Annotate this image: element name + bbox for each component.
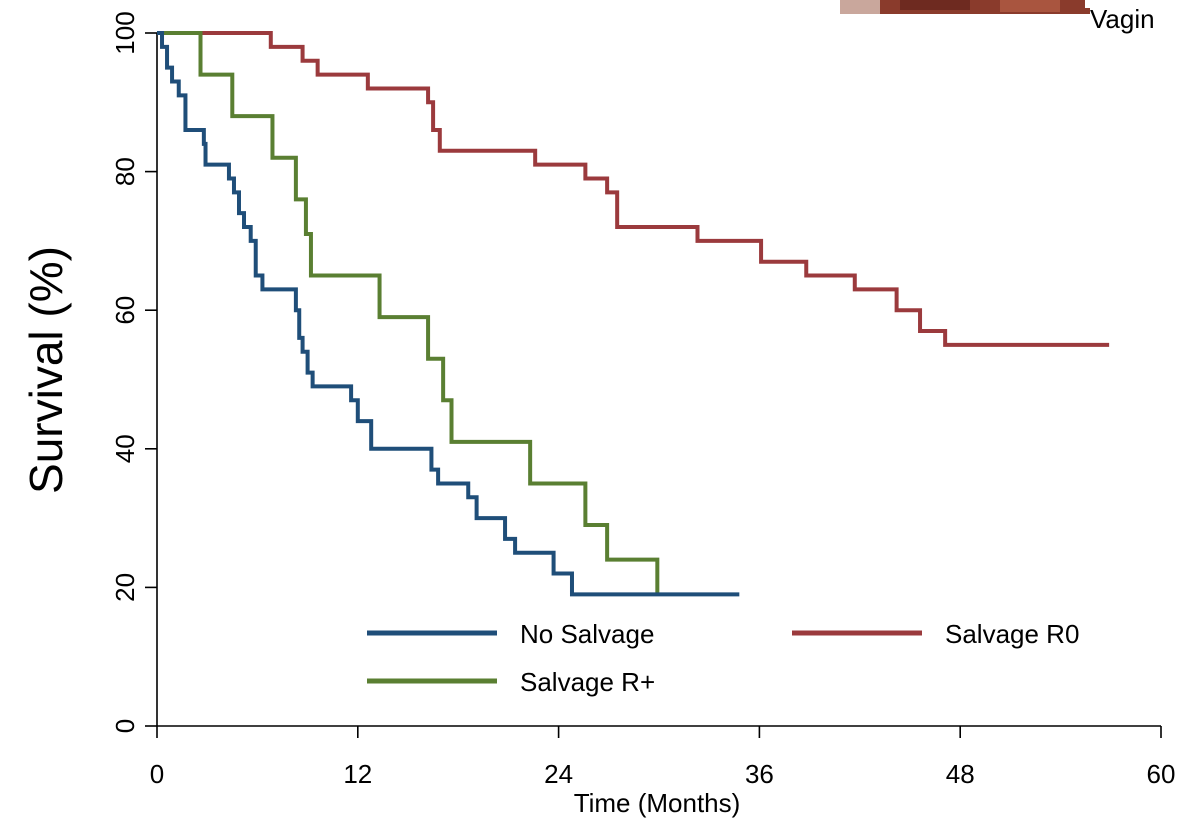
- y-tick-label: 20: [110, 573, 140, 602]
- y-tick-label: 80: [110, 157, 140, 186]
- y-tick-label: 40: [110, 434, 140, 463]
- series-line-salvage-r0: [157, 31, 1110, 347]
- legend-label-no-salvage: No Salvage: [520, 619, 654, 649]
- y-tick-label: 0: [110, 719, 140, 733]
- x-tick-label: 12: [343, 759, 372, 789]
- x-tick-label: 36: [745, 759, 774, 789]
- x-tick-label: 0: [150, 759, 164, 789]
- corner-photo-fragment: [840, 0, 1184, 14]
- legend-item-no-salvage: No Salvage: [367, 619, 654, 649]
- legend-item-salvage-r0: Salvage R0: [792, 619, 1079, 649]
- y-tick-label: 60: [110, 296, 140, 325]
- legend: No Salvage Salvage R0 Salvage R+: [367, 619, 1079, 697]
- y-tick-label: 100: [110, 11, 140, 54]
- legend-label-salvage-r0: Salvage R0: [945, 619, 1079, 649]
- x-tick-label: 60: [1147, 759, 1176, 789]
- series-lines: [157, 31, 1110, 597]
- x-tick-label: 48: [946, 759, 975, 789]
- x-tick-label: 24: [544, 759, 573, 789]
- x-ticks: 0 12 24 36 48 60: [150, 726, 1176, 789]
- x-axis-title: Time (Months): [574, 788, 741, 818]
- y-ticks: 0 20 40 60 80 100: [110, 11, 157, 733]
- legend-item-salvage-rplus: Salvage R+: [367, 667, 655, 697]
- y-axis-title: Survival (%): [20, 246, 72, 494]
- series-line-salvage-rplus: [157, 31, 660, 595]
- corner-caption: Vagin: [1090, 4, 1155, 34]
- legend-label-salvage-rplus: Salvage R+: [520, 667, 655, 697]
- series-line-no-salvage: [157, 31, 740, 597]
